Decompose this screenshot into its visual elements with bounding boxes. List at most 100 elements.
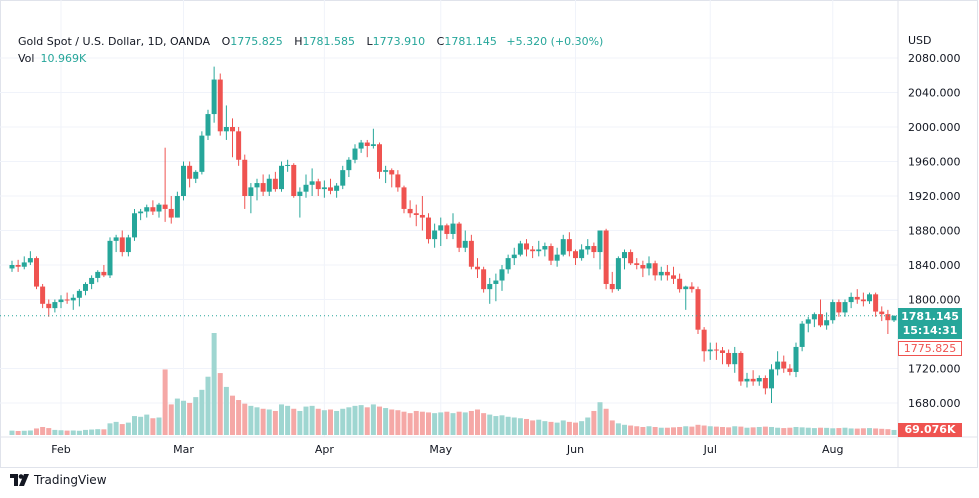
candle-body — [64, 299, 70, 301]
y-tick-label: 2000.000 — [908, 121, 961, 134]
candle-body — [867, 294, 872, 302]
volume-bar — [162, 369, 168, 435]
volume-bar — [836, 428, 842, 435]
candle-body — [854, 296, 860, 300]
candle-body — [634, 263, 640, 265]
candle-body — [481, 269, 487, 290]
candle-body — [732, 352, 738, 365]
volume-bar — [187, 402, 193, 435]
volume-bar — [395, 410, 401, 435]
candle-body — [321, 187, 327, 190]
volume-bar — [377, 406, 382, 435]
candle-body — [597, 230, 603, 253]
volume-bar — [254, 407, 260, 435]
volume-bar — [481, 413, 487, 435]
volume-bar — [199, 389, 205, 435]
candle-body — [70, 297, 76, 301]
candle-body — [560, 239, 566, 255]
bar-countdown: 15:14:31 — [902, 324, 958, 337]
volume-label[interactable]: Vol — [18, 52, 35, 65]
volume-tag: 69.076K — [898, 423, 962, 437]
candle-body — [475, 266, 480, 270]
open-price-tag: 1775.825 — [898, 341, 962, 356]
candle-body — [107, 240, 113, 276]
candle-body — [193, 171, 199, 179]
candle-body — [297, 191, 303, 196]
symbol-title[interactable]: Gold Spot / U.S. Dollar, 1D, OANDA — [18, 35, 211, 48]
candle-body — [536, 249, 542, 252]
volume-bar — [664, 427, 670, 435]
volume-bar — [113, 421, 119, 435]
y-tick-label: 1880.000 — [908, 225, 961, 238]
volume-bar — [842, 427, 848, 435]
candle-body — [505, 258, 511, 270]
candle-body — [468, 240, 474, 267]
candle-body — [181, 165, 186, 196]
x-tick-label: Mar — [173, 443, 194, 456]
volume-bar — [419, 411, 425, 435]
volume-bar — [407, 413, 413, 435]
volume-bar — [511, 417, 517, 435]
volume-bar — [266, 409, 272, 435]
currency-label[interactable]: USD — [908, 34, 932, 47]
volume-bar — [475, 409, 480, 435]
tradingview-logo[interactable]: TradingView — [10, 473, 107, 487]
volume-bar — [707, 426, 713, 435]
volume-bar — [867, 428, 872, 435]
volume-bar — [542, 421, 548, 435]
volume-bar — [579, 421, 585, 435]
candle-body — [352, 148, 358, 160]
volume-bar — [321, 410, 327, 435]
candle-body — [364, 142, 370, 146]
volume-bar — [646, 426, 652, 435]
volume-bar — [40, 426, 46, 435]
volume-bar — [701, 425, 707, 435]
candle-body — [401, 187, 407, 209]
candle-body — [750, 378, 756, 382]
candle-body — [615, 258, 621, 290]
open-value: 1775.825 — [230, 35, 283, 48]
candlestick-chart[interactable]: 2080.000 2040.000 2000.000 1960.000 1920.000… — [0, 0, 979, 468]
candle-body — [260, 183, 266, 192]
volume-bar — [536, 419, 542, 435]
volume-bar — [168, 404, 174, 435]
candle-body — [793, 346, 799, 372]
candle-body — [254, 183, 260, 188]
candle-body — [566, 239, 572, 252]
candle-body — [125, 237, 131, 253]
candle-body — [377, 144, 382, 172]
high-value: 1781.585 — [302, 35, 356, 48]
volume-bar — [548, 421, 554, 435]
volume-bar — [885, 429, 891, 435]
volume-bar — [775, 427, 781, 435]
volume-bar — [695, 424, 701, 435]
volume-bar — [603, 408, 609, 435]
candle-body — [579, 249, 585, 259]
candle-body — [223, 127, 229, 132]
volume-bar — [444, 411, 450, 435]
candle-body — [848, 296, 854, 303]
candle-body — [58, 299, 64, 303]
candle-body — [744, 378, 750, 382]
candle-body — [383, 170, 389, 172]
candle-body — [677, 278, 683, 290]
candle-body — [671, 275, 676, 279]
candle-body — [76, 290, 82, 298]
volume-bar — [285, 405, 291, 435]
volume-bar — [83, 429, 88, 435]
volume-bar — [634, 426, 640, 435]
candle-body — [15, 265, 21, 267]
x-tick-label: Jun — [566, 443, 584, 456]
volume-legend: Vol 10.969K — [18, 52, 86, 65]
volume-bar — [125, 422, 131, 435]
candle-body — [101, 271, 107, 276]
candle-body — [413, 213, 419, 215]
volume-bar — [566, 421, 572, 435]
volume-bar — [891, 429, 897, 435]
volume-bar — [622, 424, 627, 435]
candle-body — [168, 208, 174, 218]
volume-bar — [811, 428, 817, 435]
volume-bar — [364, 407, 370, 435]
close-label: C — [436, 35, 445, 48]
candle-body — [187, 165, 193, 179]
